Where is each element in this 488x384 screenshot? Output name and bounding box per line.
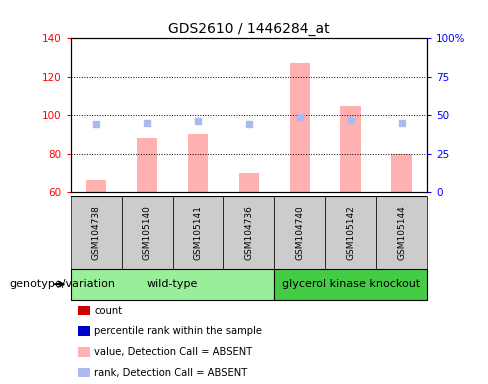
Text: GSM104740: GSM104740	[295, 205, 305, 260]
Text: GSM105142: GSM105142	[346, 205, 355, 260]
Bar	[274, 269, 427, 300]
Bar	[376, 196, 427, 269]
Text: rank, Detection Call = ABSENT: rank, Detection Call = ABSENT	[94, 368, 247, 378]
Bar	[224, 196, 274, 269]
Bar	[325, 196, 376, 269]
Text: value, Detection Call = ABSENT: value, Detection Call = ABSENT	[94, 347, 252, 357]
Text: GSM105144: GSM105144	[397, 205, 406, 260]
Text: GSM105141: GSM105141	[193, 205, 203, 260]
Text: glycerol kinase knockout: glycerol kinase knockout	[282, 279, 420, 289]
Text: percentile rank within the sample: percentile rank within the sample	[94, 326, 262, 336]
Text: GSM104736: GSM104736	[244, 205, 253, 260]
Bar	[86, 180, 106, 192]
Point	[194, 118, 202, 124]
Bar	[391, 154, 412, 192]
Bar	[274, 196, 325, 269]
Bar	[71, 196, 122, 269]
Text: GSM105140: GSM105140	[142, 205, 152, 260]
Bar	[239, 173, 259, 192]
Bar	[122, 196, 173, 269]
Point	[398, 120, 406, 126]
Point	[347, 117, 355, 123]
Text: GSM104738: GSM104738	[92, 205, 101, 260]
Point	[92, 121, 100, 127]
Point	[245, 121, 253, 127]
Text: genotype/variation: genotype/variation	[10, 279, 116, 289]
Point	[296, 114, 304, 120]
Bar	[341, 106, 361, 192]
Bar	[71, 269, 274, 300]
Text: wild-type: wild-type	[147, 279, 198, 289]
Text: count: count	[94, 306, 122, 316]
Point	[143, 120, 151, 126]
Bar	[137, 138, 157, 192]
Bar	[289, 63, 310, 192]
Bar	[188, 134, 208, 192]
Title: GDS2610 / 1446284_at: GDS2610 / 1446284_at	[168, 22, 330, 36]
Bar	[173, 196, 224, 269]
